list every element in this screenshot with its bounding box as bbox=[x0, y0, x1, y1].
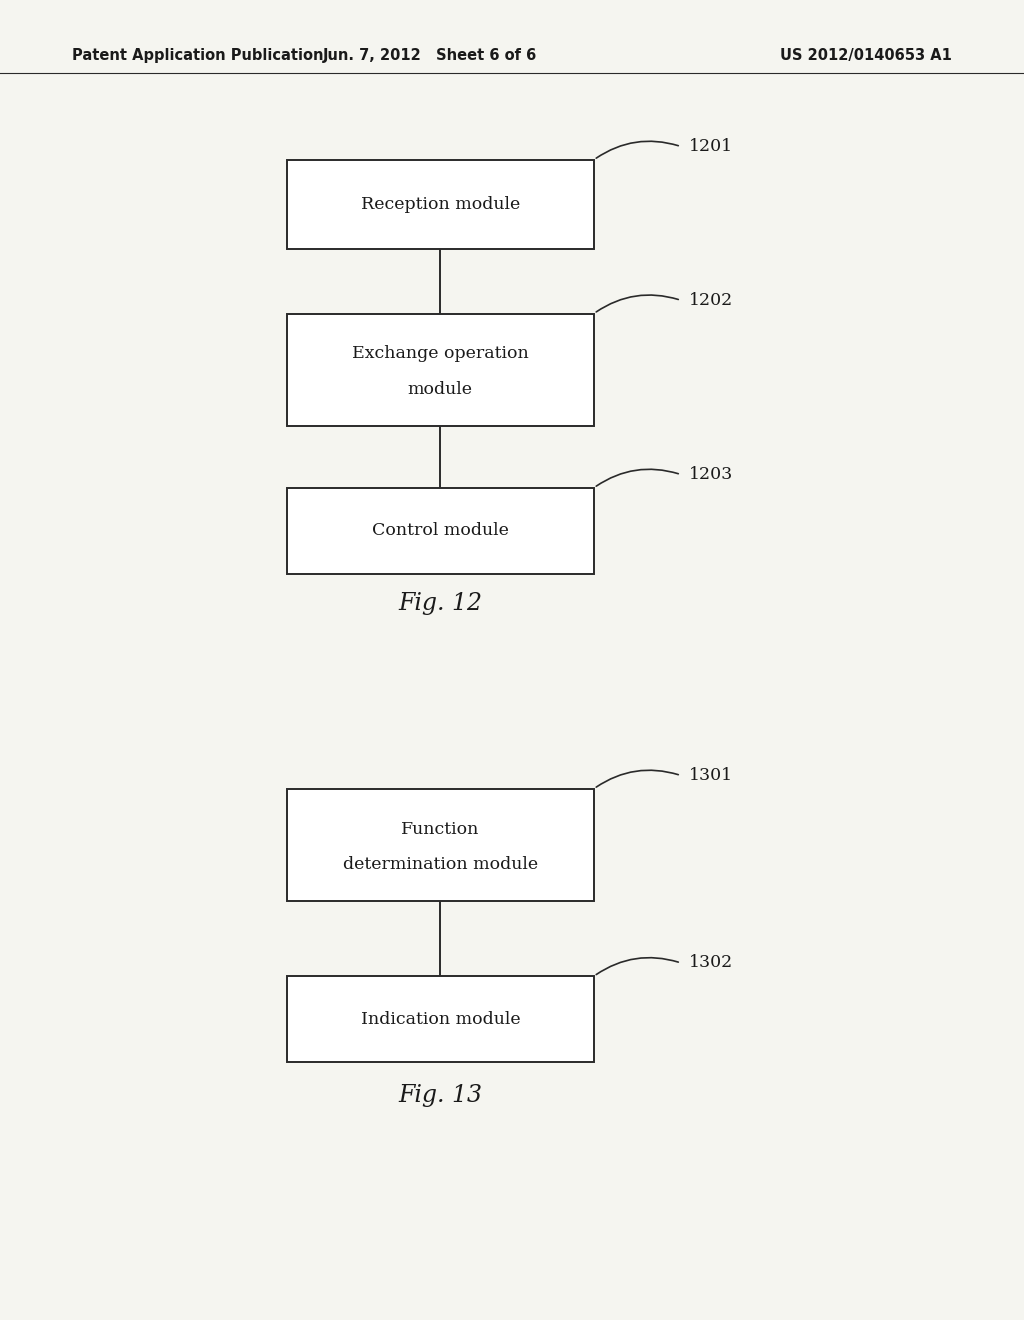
Text: determination module: determination module bbox=[343, 857, 538, 874]
Bar bbox=[287, 788, 594, 900]
Bar bbox=[287, 977, 594, 1061]
Text: Exchange operation: Exchange operation bbox=[352, 346, 528, 363]
Text: Jun. 7, 2012   Sheet 6 of 6: Jun. 7, 2012 Sheet 6 of 6 bbox=[323, 48, 538, 63]
Text: 1203: 1203 bbox=[689, 466, 733, 483]
Text: Function: Function bbox=[401, 821, 479, 838]
Text: 1201: 1201 bbox=[689, 139, 733, 154]
Text: 1302: 1302 bbox=[689, 954, 733, 972]
Text: Patent Application Publication: Patent Application Publication bbox=[72, 48, 324, 63]
Text: Fig. 12: Fig. 12 bbox=[398, 591, 482, 615]
Text: 1202: 1202 bbox=[689, 292, 733, 309]
Text: Fig. 13: Fig. 13 bbox=[398, 1084, 482, 1107]
Bar bbox=[287, 487, 594, 573]
Text: Reception module: Reception module bbox=[360, 197, 520, 213]
Text: 1301: 1301 bbox=[689, 767, 733, 784]
Bar bbox=[287, 160, 594, 249]
Bar bbox=[287, 314, 594, 425]
Text: module: module bbox=[408, 381, 473, 399]
Text: US 2012/0140653 A1: US 2012/0140653 A1 bbox=[780, 48, 952, 63]
Text: Indication module: Indication module bbox=[360, 1011, 520, 1027]
Text: Control module: Control module bbox=[372, 523, 509, 539]
